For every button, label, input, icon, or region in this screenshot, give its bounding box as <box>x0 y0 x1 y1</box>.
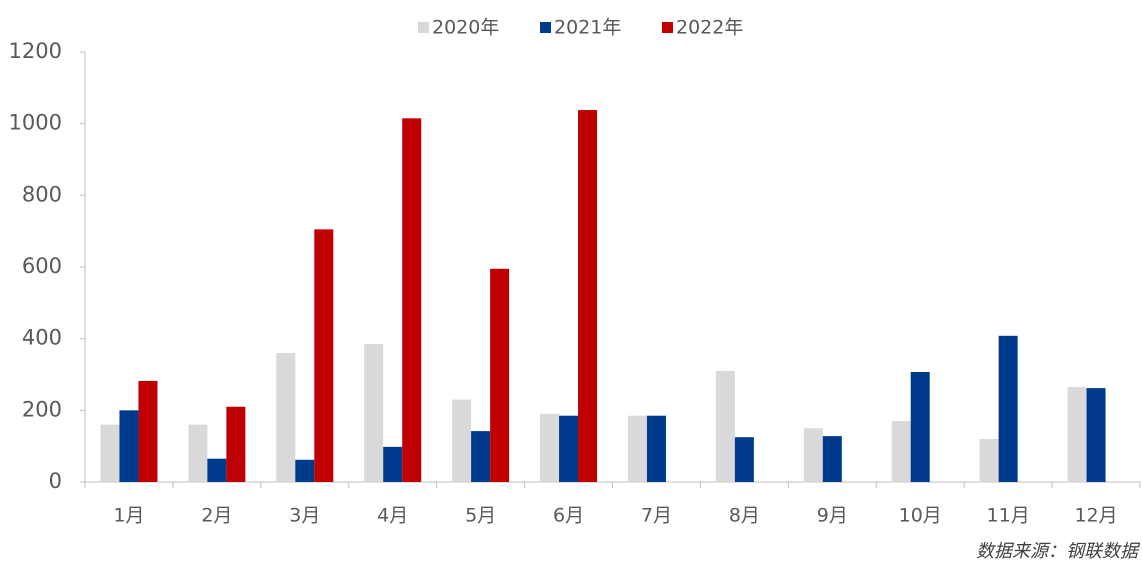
bar <box>490 268 510 482</box>
x-tick-label: 11月 <box>987 505 1030 527</box>
bar <box>314 229 334 482</box>
bar <box>822 436 842 482</box>
x-tick-label: 3月 <box>289 505 320 527</box>
y-tick-label: 1000 <box>9 111 62 135</box>
bar <box>383 446 403 482</box>
bar <box>276 353 296 482</box>
bar <box>627 415 647 482</box>
x-tick-label: 4月 <box>377 505 408 527</box>
bar <box>578 110 598 483</box>
y-tick-label: 200 <box>22 397 62 421</box>
bar <box>979 439 999 482</box>
x-tick-label: 12月 <box>1074 505 1117 527</box>
x-tick-label: 1月 <box>113 505 144 527</box>
y-tick-label: 600 <box>22 254 62 278</box>
bar <box>100 424 120 482</box>
bar <box>734 437 754 482</box>
bar <box>540 413 560 482</box>
source-note: 数据来源：钢联数据 <box>976 541 1141 562</box>
bar <box>803 428 823 482</box>
bar <box>119 410 139 482</box>
y-tick-label: 400 <box>22 326 62 350</box>
bar <box>891 421 911 482</box>
legend-label: 2022年 <box>676 17 743 39</box>
bar <box>138 380 158 482</box>
bar <box>188 424 208 482</box>
bar <box>559 415 579 482</box>
y-tick-label: 0 <box>49 469 62 493</box>
bar <box>402 118 422 483</box>
bar <box>471 431 491 482</box>
bar <box>1067 387 1087 482</box>
legend-label: 2021年 <box>554 17 621 39</box>
x-tick-label: 9月 <box>817 505 848 527</box>
bar <box>646 415 666 482</box>
x-tick-label: 6月 <box>553 505 584 527</box>
legend-swatch <box>418 22 429 33</box>
x-tick-label: 2月 <box>201 505 232 527</box>
x-tick-label: 8月 <box>729 505 760 527</box>
bar <box>226 406 246 482</box>
legend-swatch <box>540 22 551 33</box>
bar <box>364 344 384 482</box>
x-tick-label: 7月 <box>641 505 672 527</box>
y-tick-label: 800 <box>22 182 62 206</box>
bar <box>1086 388 1106 482</box>
bar <box>452 399 472 482</box>
bar <box>910 371 930 482</box>
bar <box>998 335 1018 482</box>
bar <box>207 458 227 482</box>
legend-label: 2020年 <box>432 17 499 39</box>
bar <box>295 459 315 482</box>
x-tick-label: 10月 <box>899 505 942 527</box>
x-tick-label: 5月 <box>465 505 496 527</box>
y-tick-label: 1200 <box>9 39 62 63</box>
bar <box>715 370 735 482</box>
legend-swatch <box>662 22 673 33</box>
